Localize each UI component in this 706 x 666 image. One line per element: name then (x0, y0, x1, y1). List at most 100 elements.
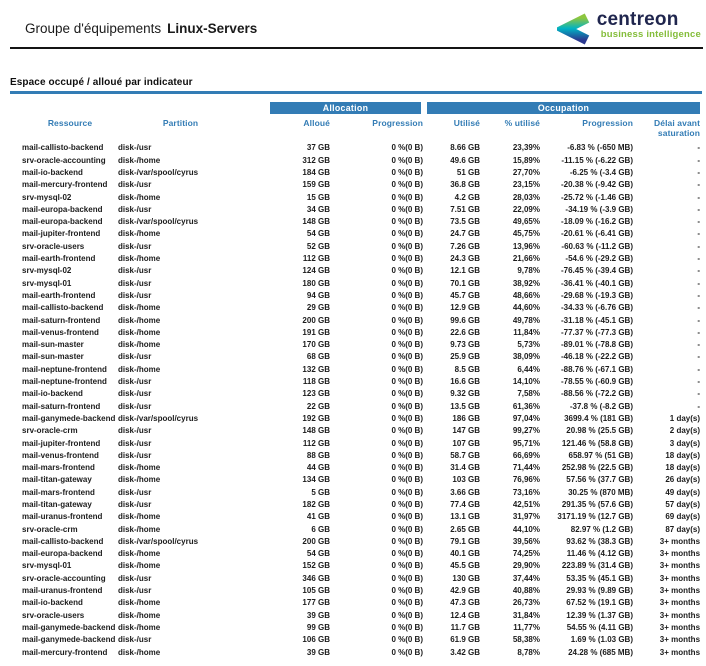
table-row: mail-europa-backend disk-/var/spool/cyrus… (22, 216, 700, 228)
used-cell: 9.73 GB (450, 340, 480, 350)
partition-cell: disk-/home (118, 254, 161, 264)
table-row: mail-mercury-frontend disk-/home 39 GB 0 %(… (22, 647, 700, 659)
allocation-progression-cell: 0 %(0 B) (391, 573, 423, 583)
occupation-progression-cell: -78.55 % (-60.9 GB) (560, 377, 633, 387)
brand-tagline: business intelligence (600, 29, 701, 40)
occupation-progression-cell: 54.55 % (4.11 GB) (566, 622, 633, 632)
partition-cell: disk-/home (118, 303, 161, 313)
column-header-progression-occupation: Progression (582, 118, 633, 128)
group-header-row: Allocation Occupation (22, 102, 701, 114)
used-percent-cell: 6,44% (517, 364, 540, 374)
partition-cell: disk-/var/spool/cyrus (118, 413, 199, 423)
occupation-progression-cell: -20.61 % (-6.41 GB) (560, 229, 633, 239)
partition-cell: disk-/usr (118, 573, 152, 583)
occupation-progression-cell: -31.18 % (-45.1 GB) (560, 315, 633, 325)
used-cell: 47.3 GB (450, 598, 480, 608)
used-percent-cell: 45,75% (512, 229, 540, 239)
used-cell: 8.5 GB (454, 364, 480, 374)
resource-cell: mail-ganymede-backend (22, 622, 116, 632)
occupation-progression-cell: -34.19 % (-3.9 GB) (565, 204, 633, 214)
allocation-progression-cell: 0 %(0 B) (391, 499, 423, 509)
saturation-delay-cell: 3+ months (659, 573, 701, 583)
table-row: mail-saturn-frontend disk-/usr 22 GB 0 %(0 … (22, 401, 700, 413)
occupation-progression-cell: -25.72 % (-1.46 GB) (560, 192, 633, 202)
column-header-row: Ressource Partition Alloué Progression U… (22, 114, 700, 142)
partition-cell: disk-/home (118, 364, 161, 374)
allocation-progression-cell: 0 %(0 B) (391, 413, 423, 423)
occupation-progression-cell: -46.18 % (-22.2 GB) (560, 352, 633, 362)
resource-cell: srv-oracle-accounting (22, 155, 106, 165)
allocated-cell: 54 GB (306, 549, 330, 559)
saturation-delay-cell: 87 day(s) (665, 524, 701, 534)
used-percent-cell: 49,65% (512, 217, 540, 227)
occupation-progression-cell: -20.38 % (-9.42 GB) (560, 180, 633, 190)
occupation-progression-cell: 291.35 % (57.6 GB) (561, 499, 633, 509)
occupation-progression-cell: -11.15 % (-6.22 GB) (561, 155, 633, 165)
allocation-progression-cell: 0 %(0 B) (391, 352, 423, 362)
used-cell: 103 GB (452, 475, 480, 485)
table-row: srv-mysql-01 disk-/usr 180 GB 0 %(0 B) 70.1 … (22, 278, 700, 290)
resource-cell: srv-oracle-crm (22, 524, 78, 534)
used-cell: 51 GB (456, 167, 480, 177)
group-header-occupation: Occupation (423, 102, 701, 114)
partition-cell: disk-/usr (118, 389, 152, 399)
occupation-progression-cell: -88.76 % (-67.1 GB) (560, 364, 633, 374)
allocation-progression-cell: 0 %(0 B) (391, 377, 423, 387)
used-percent-cell: 40,88% (512, 586, 540, 596)
occupation-progression-cell: -88.56 % (-72.2 GB) (560, 389, 633, 399)
table-row: mail-saturn-frontend disk-/home 200 GB 0 %(… (22, 315, 700, 327)
table-row: mail-sun-master disk-/home 170 GB 0 %(0 B) 9… (22, 339, 700, 351)
allocated-cell: 118 GB (302, 377, 330, 387)
resource-cell: srv-oracle-users (22, 610, 85, 620)
saturation-delay-cell: - (697, 155, 701, 165)
partition-cell: disk-/usr (118, 290, 152, 300)
table-row: mail-venus-frontend disk-/home 191 GB 0 %(0… (22, 327, 700, 339)
allocated-cell: 22 GB (306, 401, 330, 411)
resource-cell: mail-uranus-frontend (22, 512, 103, 522)
resource-cell: mail-neptune-frontend (22, 364, 107, 374)
partition-cell: disk-/usr (118, 450, 152, 460)
used-percent-cell: 11,77% (513, 622, 540, 632)
brand-name: centreon (596, 9, 679, 30)
resource-cell: srv-oracle-accounting (22, 573, 106, 583)
resource-cell: srv-mysql-01 (22, 561, 72, 571)
allocation-progression-cell: 0 %(0 B) (391, 463, 423, 473)
used-cell: 24.3 GB (450, 254, 480, 264)
partition-cell: disk-/usr (118, 377, 152, 387)
column-header-ressource: Ressource (47, 118, 93, 128)
table-row: mail-europa-backend disk-/usr 34 GB 0 %(0 B… (22, 204, 700, 216)
resource-cell: srv-oracle-crm (22, 426, 78, 436)
used-cell: 45.7 GB (450, 290, 480, 300)
allocation-progression-cell: 0 %(0 B) (391, 622, 423, 632)
allocation-progression-cell: 0 %(0 B) (391, 524, 423, 534)
used-cell: 147 GB (452, 426, 480, 436)
saturation-delay-cell: 69 day(s) (665, 512, 701, 522)
allocation-progression-cell: 0 %(0 B) (391, 180, 423, 190)
table-row: mail-earth-frontend disk-/home 112 GB 0 %(0… (22, 253, 700, 265)
partition-cell: disk-/usr (118, 401, 152, 411)
occupation-progression-cell: 20.98 % (25.5 GB) (566, 426, 633, 436)
allocated-cell: 200 GB (302, 315, 330, 325)
column-header-delai-saturation: Délai avant saturation (654, 118, 701, 139)
used-cell: 58.7 GB (450, 450, 480, 460)
resource-cell: mail-mercury-frontend (22, 647, 108, 657)
saturation-delay-cell: 3+ months (659, 610, 701, 620)
allocation-progression-cell: 0 %(0 B) (391, 561, 423, 571)
table-row: mail-ganymede-backend disk-/usr 106 GB 0 %(… (22, 634, 700, 646)
table-row: mail-sun-master disk-/usr 68 GB 0 %(0 B) 25.… (22, 351, 700, 363)
used-percent-cell: 23,39% (512, 143, 540, 153)
resource-cell: mail-ganymede-backend (22, 413, 116, 423)
resource-cell: mail-mars-frontend (22, 487, 95, 497)
saturation-delay-cell: 18 day(s) (665, 463, 701, 473)
group-header-allocation: Allocation (243, 102, 423, 114)
occupation-progression-cell: 93.62 % (38.3 GB) (566, 536, 633, 546)
partition-cell: disk-/var/spool/cyrus (118, 536, 199, 546)
group-header-spacer (22, 102, 243, 114)
saturation-delay-cell: - (697, 340, 701, 350)
allocation-progression-cell: 0 %(0 B) (391, 266, 423, 276)
used-percent-cell: 29,90% (512, 561, 540, 571)
used-cell: 16.6 GB (450, 377, 480, 387)
table-row: srv-mysql-01 disk-/home 152 GB 0 %(0 B) 45.5… (22, 560, 700, 572)
allocation-progression-cell: 0 %(0 B) (391, 167, 423, 177)
used-percent-cell: 37,44% (512, 573, 540, 583)
